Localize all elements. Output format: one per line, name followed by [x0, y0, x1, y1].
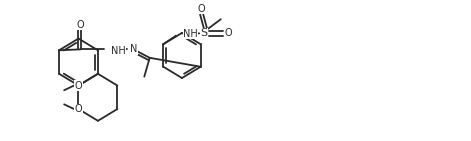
Text: N: N — [130, 44, 138, 54]
Text: O: O — [77, 20, 84, 30]
Text: S: S — [200, 28, 207, 38]
Text: O: O — [224, 28, 232, 38]
Text: O: O — [75, 104, 82, 114]
Text: NH: NH — [183, 29, 198, 39]
Text: O: O — [75, 81, 82, 91]
Text: NH: NH — [111, 46, 125, 56]
Text: O: O — [198, 4, 205, 14]
